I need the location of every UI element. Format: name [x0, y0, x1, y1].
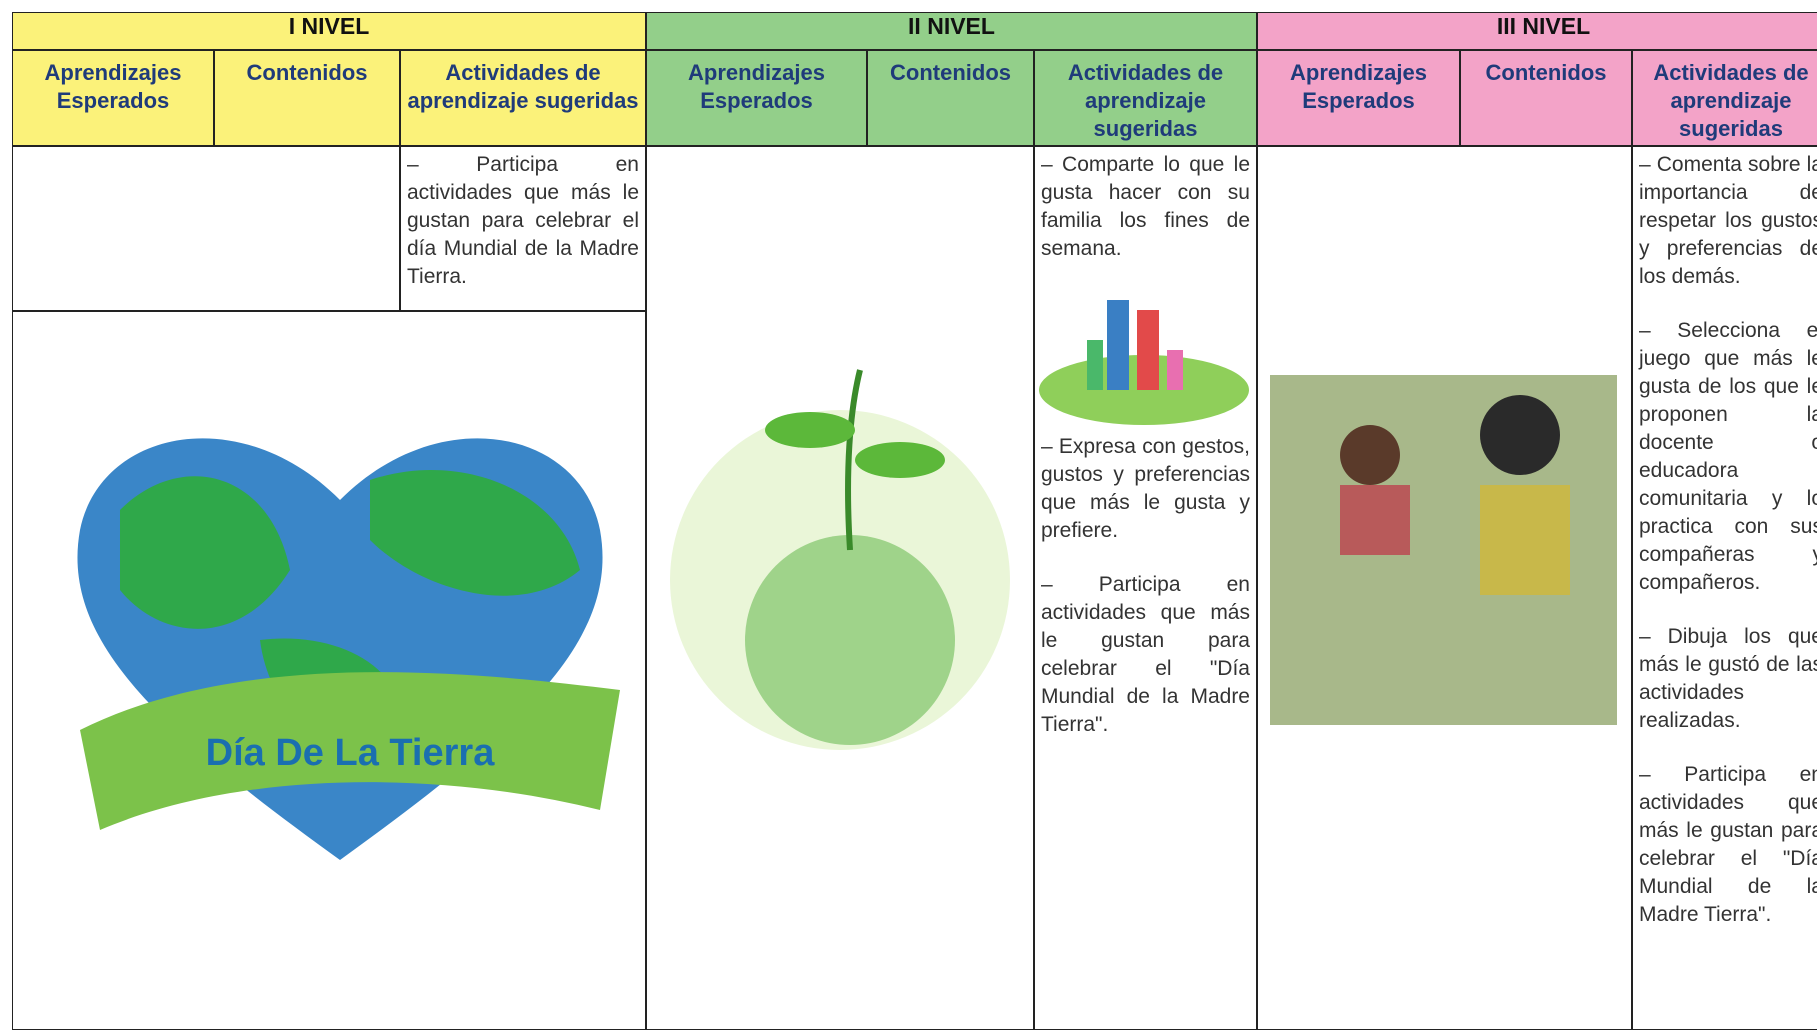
activities-cell: – Comparte lo que le gusta hacer con su …: [1034, 146, 1257, 1030]
activities-cell: – Participa en actividades que más le gu…: [400, 146, 646, 311]
activity: – Participa en actividades que más le gu…: [1639, 763, 1817, 926]
column-header: Contenidos: [214, 50, 400, 146]
family-illustration: [1039, 300, 1249, 425]
level-title: I NIVEL: [12, 12, 646, 50]
column-header: Actividades de aprendizaje sugeridas: [1034, 50, 1257, 146]
activity: – Participa en actividades que más le gu…: [407, 153, 639, 288]
column-header: Contenidos: [1460, 50, 1632, 146]
column-header: Aprendizajes Esperados: [1257, 50, 1460, 146]
activity: – Expresa con gestos, gustos y preferenc…: [1041, 435, 1250, 542]
column-header: Contenidos: [867, 50, 1034, 146]
column-header: Aprendizajes Esperados: [12, 50, 214, 146]
earth-plant: [670, 369, 1010, 750]
activity: – Dibuja los que más le gustó de las act…: [1639, 625, 1817, 732]
activity: – Comparte lo que le gusta hacer con su …: [1041, 153, 1250, 260]
banner-text: Día De La Tierra: [206, 732, 496, 774]
activities-cell: – Comenta sobre la importancia de respet…: [1632, 146, 1817, 1030]
empty-cell: [214, 146, 400, 311]
earth-heart: Día De La Tierra: [77, 438, 620, 860]
column-header: Actividades de aprendizaje sugeridas: [1632, 50, 1817, 146]
activity: – Participa en actividades que más le gu…: [1041, 573, 1250, 736]
activity: – Comenta sobre la importancia de respet…: [1639, 153, 1817, 288]
planting-illustration: [1270, 375, 1617, 725]
level-title: II NIVEL: [646, 12, 1257, 50]
column-header: Actividades de aprendizaje sugeridas: [400, 50, 646, 146]
column-header: Aprendizajes Esperados: [646, 50, 867, 146]
level-title: III NIVEL: [1257, 12, 1817, 50]
activity: – Selecciona el juego que más le gusta d…: [1639, 319, 1817, 594]
